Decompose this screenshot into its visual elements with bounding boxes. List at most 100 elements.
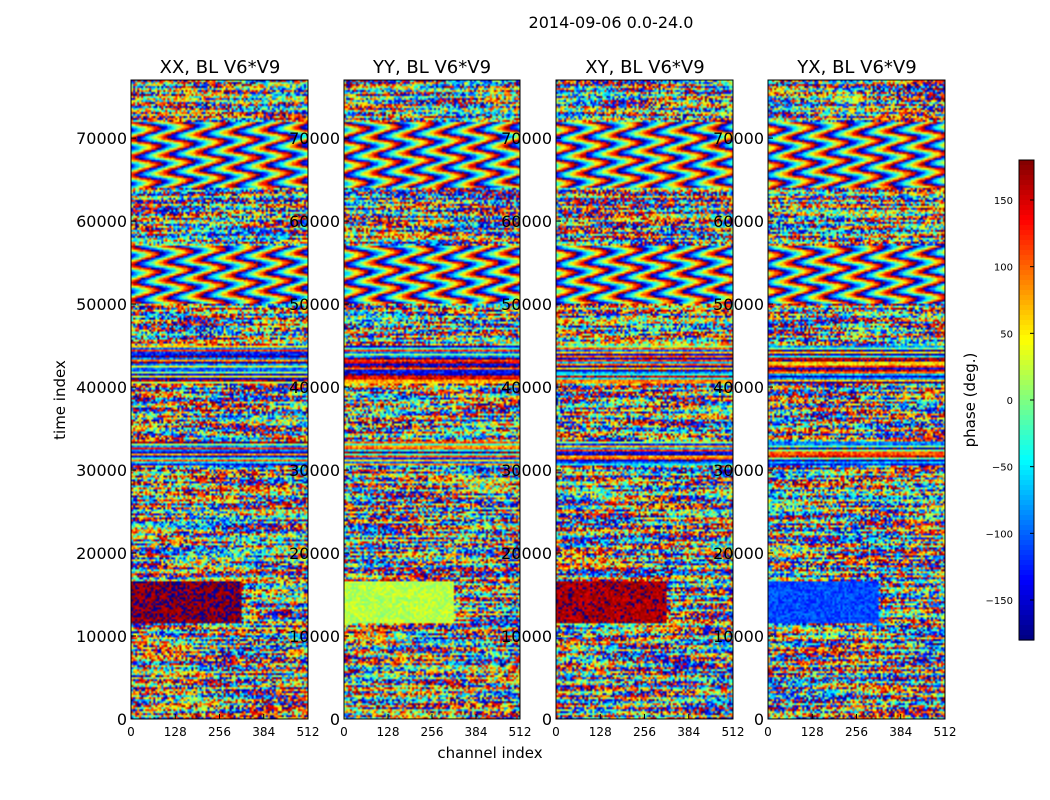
colorbar-segment: [1019, 310, 1034, 316]
colorbar-segment: [1019, 365, 1034, 371]
y-tick-label: 20000: [76, 544, 127, 563]
colorbar-segment: [1019, 260, 1034, 266]
colorbar-label: phase (deg.): [961, 353, 979, 448]
x-tick-label: 128: [164, 725, 187, 739]
colorbar-tick-label: 0: [1007, 396, 1013, 407]
colorbar-tick-label: −150: [986, 596, 1013, 607]
phase-heatmap-image: [768, 80, 945, 719]
colorbar-segment: [1019, 445, 1034, 451]
y-tick-label: 10000: [76, 627, 127, 646]
colorbar-segment: [1019, 590, 1034, 596]
panel-title: XX, BL V6*V9: [160, 57, 281, 78]
x-tick-label: 256: [208, 725, 231, 739]
colorbar-segment: [1019, 180, 1034, 186]
phase-heatmap-image: [131, 80, 308, 719]
colorbar-segment: [1019, 400, 1034, 406]
phase-map-yx: [768, 80, 945, 719]
x-tick-label: 256: [421, 725, 444, 739]
y-tick-label: 60000: [289, 212, 340, 231]
colorbar-segment: [1019, 520, 1034, 526]
colorbar-segment: [1019, 555, 1034, 561]
panel-title: YY, BL V6*V9: [372, 57, 491, 78]
colorbar-segment: [1019, 165, 1034, 171]
colorbar-segment: [1019, 170, 1034, 176]
colorbar-segment: [1019, 175, 1034, 181]
colorbar-segment: [1019, 635, 1034, 641]
colorbar-segment: [1019, 540, 1034, 546]
y-axis-label: time index: [51, 360, 69, 440]
colorbar-segment: [1019, 420, 1034, 426]
colorbar-segment: [1019, 235, 1034, 241]
colorbar-segment: [1019, 320, 1034, 326]
colorbar-segment: [1019, 330, 1034, 336]
colorbar-segment: [1019, 560, 1034, 566]
colorbar-segment: [1019, 215, 1034, 221]
x-ticks: 0 128 256 384 512: [340, 714, 531, 739]
colorbar-segment: [1019, 450, 1034, 456]
colorbar-segment: [1019, 465, 1034, 471]
y-tick-label: 10000: [713, 627, 764, 646]
colorbar-segment: [1019, 430, 1034, 436]
colorbar-segment: [1019, 500, 1034, 506]
colorbar-segment: [1019, 190, 1034, 196]
y-tick-label: 60000: [76, 212, 127, 231]
colorbar-segment: [1019, 595, 1034, 601]
colorbar-ticks: 150 100 50 0 −50 −100 −150: [986, 196, 1034, 607]
x-tick-label: 256: [845, 725, 868, 739]
colorbar-segment: [1019, 425, 1034, 431]
y-tick-label: 40000: [501, 378, 552, 397]
colorbar-segment: [1019, 565, 1034, 571]
colorbar-segment: [1019, 530, 1034, 536]
colorbar-segment: [1019, 485, 1034, 491]
colorbar-segment: [1019, 285, 1034, 291]
y-tick-label: 20000: [713, 544, 764, 563]
phase-heatmap-image: [344, 80, 520, 719]
phase-map-yy: [344, 80, 520, 719]
colorbar-segment: [1019, 255, 1034, 261]
colorbar-segment: [1019, 335, 1034, 341]
colorbar-segment: [1019, 585, 1034, 591]
colorbar-segment: [1019, 615, 1034, 621]
x-tick-label: 0: [340, 725, 348, 739]
x-ticks: 0 128 256 384 512: [552, 714, 744, 739]
colorbar-segment: [1019, 415, 1034, 421]
x-tick-label: 384: [465, 725, 488, 739]
colorbar-segment: [1019, 600, 1034, 606]
colorbar-segment: [1019, 270, 1034, 276]
colorbar-segment: [1019, 220, 1034, 226]
y-tick-label: 40000: [76, 378, 127, 397]
y-tick-label: 50000: [713, 295, 764, 314]
colorbar-segment: [1019, 570, 1034, 576]
colorbar-segment: [1019, 355, 1034, 361]
colorbar-segment: [1019, 280, 1034, 286]
x-tick-label: 128: [801, 725, 824, 739]
colorbar-segment: [1019, 240, 1034, 246]
colorbar-segment: [1019, 265, 1034, 271]
colorbar-segment: [1019, 375, 1034, 381]
colorbar-segment: [1019, 525, 1034, 531]
x-tick-label: 512: [934, 725, 957, 739]
colorbar-segment: [1019, 610, 1034, 616]
y-tick-label: 70000: [76, 129, 127, 148]
colorbar-segment: [1019, 160, 1034, 166]
y-tick-label: 10000: [501, 627, 552, 646]
colorbar-segment: [1019, 380, 1034, 386]
x-tick-label: 0: [764, 725, 772, 739]
y-tick-label: 30000: [501, 461, 552, 480]
y-ticks: 0 10000 20000 30000 40000 50000 60000 70000: [501, 129, 561, 729]
y-ticks: 0 10000 20000 30000 40000 50000 60000 70000: [76, 129, 136, 729]
colorbar-segment: [1019, 545, 1034, 551]
x-tick-label: 128: [377, 725, 400, 739]
colorbar-segment: [1019, 305, 1034, 311]
y-tick-label: 60000: [501, 212, 552, 231]
y-tick-label: 50000: [501, 295, 552, 314]
x-ticks: 0 128 256 384 512: [764, 714, 956, 739]
y-ticks: 0 10000 20000 30000 40000 50000 60000 70000: [713, 129, 773, 729]
colorbar-segment: [1019, 295, 1034, 301]
x-tick-label: 0: [127, 725, 135, 739]
colorbar-segment: [1019, 345, 1034, 351]
colorbar-segment: [1019, 480, 1034, 486]
x-tick-label: 512: [297, 725, 320, 739]
colorbar: 150 100 50 0 −50 −100 −150 phase (deg.): [961, 159, 1035, 641]
